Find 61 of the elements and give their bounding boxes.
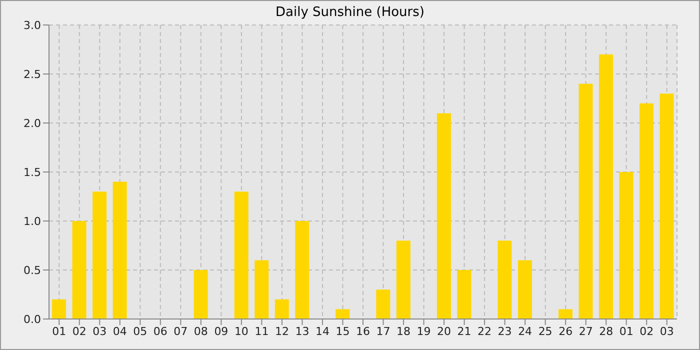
x-tick-label: 14 bbox=[315, 324, 330, 338]
y-tick-label: 2.5 bbox=[24, 68, 41, 81]
x-tick-label: 08 bbox=[194, 324, 208, 338]
x-tick-label: 15 bbox=[336, 324, 350, 338]
x-tick-label: 24 bbox=[518, 324, 532, 338]
bar bbox=[336, 309, 350, 319]
x-tick-label: 03 bbox=[660, 324, 674, 338]
chart-title: Daily Sunshine (Hours) bbox=[274, 5, 426, 20]
x-tick-label: 06 bbox=[153, 324, 168, 338]
y-tick-label: 0.0 bbox=[24, 312, 41, 326]
x-tick-label: 01 bbox=[619, 324, 634, 338]
x-tick-label: 09 bbox=[214, 324, 228, 338]
bar bbox=[436, 113, 451, 319]
x-tick-label: 04 bbox=[112, 324, 127, 338]
bar bbox=[660, 94, 674, 319]
bar bbox=[92, 192, 107, 319]
x-tick-label: 27 bbox=[578, 324, 593, 338]
x-tick-label: 10 bbox=[234, 324, 248, 338]
x-tick-label: 22 bbox=[478, 324, 492, 338]
x-tick-label: 17 bbox=[376, 324, 390, 338]
bar bbox=[558, 309, 572, 319]
x-tick-label: 07 bbox=[174, 324, 188, 338]
x-tick-label: 26 bbox=[558, 324, 573, 338]
bar bbox=[194, 270, 208, 319]
bar bbox=[498, 240, 512, 319]
x-tick-label: 20 bbox=[437, 324, 452, 338]
x-tick-label: 13 bbox=[295, 324, 310, 338]
x-tick-label: 02 bbox=[72, 324, 86, 338]
x-tick-label: 21 bbox=[457, 324, 472, 338]
bar bbox=[234, 192, 248, 319]
x-tick-label: 18 bbox=[396, 324, 411, 338]
bar bbox=[376, 290, 390, 319]
bar bbox=[254, 260, 269, 319]
y-tick-label: 3.0 bbox=[24, 18, 41, 32]
x-tick-label: 02 bbox=[640, 324, 654, 338]
y-tick-label: 1.5 bbox=[24, 166, 41, 179]
y-tick-label: 1.0 bbox=[24, 214, 41, 228]
bar bbox=[518, 260, 532, 319]
bar bbox=[295, 221, 310, 319]
x-tick-label: 23 bbox=[498, 324, 512, 338]
x-tick-label: 01 bbox=[52, 324, 66, 338]
bar bbox=[640, 103, 654, 319]
bar bbox=[274, 299, 289, 319]
bar bbox=[619, 172, 634, 319]
x-tick-label: 28 bbox=[599, 324, 614, 338]
bar bbox=[457, 270, 472, 319]
bar bbox=[599, 54, 614, 319]
bar bbox=[578, 84, 593, 319]
bar bbox=[72, 221, 86, 319]
x-tick-label: 25 bbox=[538, 324, 552, 338]
y-tick-label: 2.0 bbox=[24, 116, 41, 130]
x-tick-label: 05 bbox=[133, 324, 148, 338]
x-tick-label: 12 bbox=[274, 324, 289, 338]
bar bbox=[396, 240, 410, 319]
bar bbox=[112, 182, 127, 319]
x-tick-label: 16 bbox=[356, 324, 370, 338]
x-tick-label: 03 bbox=[92, 324, 107, 338]
x-tick-label: 19 bbox=[416, 324, 431, 338]
y-tick-label: 0.5 bbox=[24, 264, 41, 277]
bar bbox=[52, 299, 66, 319]
x-tick-label: 11 bbox=[254, 324, 269, 338]
